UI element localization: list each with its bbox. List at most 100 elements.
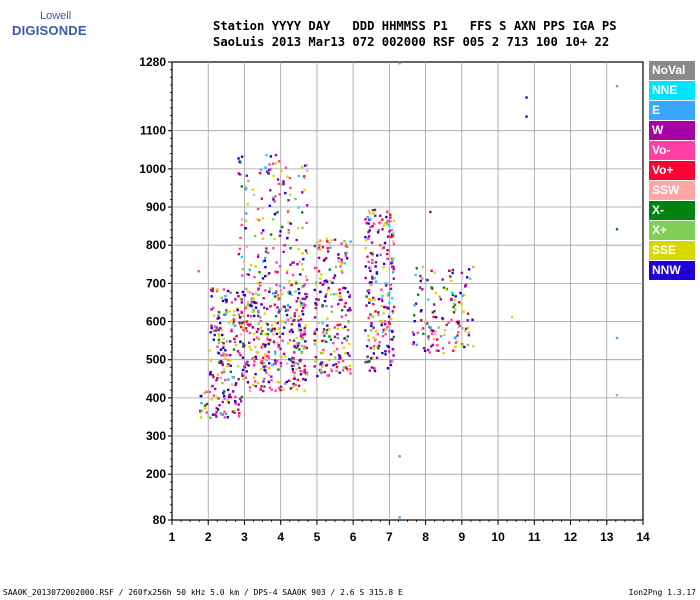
echo-point — [387, 345, 391, 349]
echo-point — [221, 363, 224, 366]
echo-point — [289, 186, 292, 189]
echo-point — [270, 388, 273, 391]
echo-point — [367, 237, 370, 240]
echo-point — [266, 355, 270, 358]
echo-point — [301, 165, 304, 169]
echo-point — [364, 239, 368, 242]
echo-point — [322, 371, 325, 374]
echo-point — [239, 397, 242, 400]
echo-point — [340, 269, 343, 272]
echo-point — [278, 386, 281, 390]
echo-point — [344, 245, 348, 248]
echo-point — [325, 332, 328, 335]
echo-point — [456, 334, 459, 337]
echo-point — [281, 225, 284, 229]
echo-point — [467, 334, 471, 337]
echo-point — [200, 394, 203, 398]
echo-point — [460, 302, 463, 305]
echo-point — [301, 268, 305, 271]
echo-point — [210, 326, 213, 330]
echo-point — [343, 262, 346, 265]
echo-point — [442, 351, 445, 355]
echo-point — [237, 408, 240, 411]
echo-point — [370, 366, 374, 369]
echo-point — [266, 336, 269, 339]
echo-point — [392, 271, 395, 274]
echo-point — [416, 331, 420, 334]
echo-point — [439, 335, 443, 338]
echo-point — [212, 329, 216, 333]
echo-point — [252, 332, 256, 335]
echo-point — [238, 321, 241, 324]
echo-point — [237, 157, 240, 160]
echo-point — [441, 347, 445, 350]
echo-point — [418, 286, 422, 289]
echo-point — [381, 330, 385, 334]
echo-point — [371, 261, 374, 264]
echo-point — [224, 294, 227, 298]
echo-point — [344, 287, 347, 290]
echo-point — [342, 346, 346, 349]
echo-point — [340, 261, 344, 264]
echo-point — [421, 277, 424, 280]
echo-point — [433, 332, 436, 335]
echo-point — [279, 347, 282, 350]
footer-version: Ion2Png 1.3.17 — [628, 588, 696, 597]
echo-point — [304, 292, 307, 296]
echo-point — [244, 361, 248, 365]
echo-point — [293, 312, 296, 315]
echo-point — [299, 300, 302, 303]
echo-point — [349, 240, 352, 243]
echo-point — [369, 346, 372, 350]
echo-point — [241, 374, 244, 377]
echo-point — [316, 374, 319, 378]
echo-point — [302, 370, 305, 373]
echo-point — [226, 416, 229, 419]
echo-point — [314, 302, 317, 305]
echo-point — [246, 290, 249, 293]
echo-point — [315, 303, 318, 306]
echo-point — [369, 283, 372, 286]
legend-item: W — [649, 121, 695, 140]
echo-point — [263, 377, 266, 380]
echo-point — [332, 364, 335, 367]
echo-point — [372, 352, 375, 355]
echo-point — [303, 164, 307, 167]
echo-point — [301, 313, 305, 316]
echo-point — [274, 362, 277, 365]
echo-point — [459, 291, 462, 295]
echo-point — [291, 330, 294, 334]
echo-point — [287, 199, 290, 202]
echo-point — [279, 388, 282, 392]
echo-point — [398, 62, 401, 65]
y-tick-label: 500 — [146, 353, 166, 367]
echo-point — [230, 329, 233, 333]
echo-point — [200, 409, 204, 412]
echo-point — [344, 254, 348, 258]
echo-point — [298, 261, 301, 264]
echo-point — [200, 416, 203, 419]
echo-point — [463, 294, 466, 297]
echo-point — [427, 298, 430, 301]
echo-point — [298, 366, 301, 370]
legend-item: X+ — [649, 221, 695, 240]
echo-point — [234, 382, 238, 385]
echo-point — [365, 295, 368, 298]
echo-point — [236, 291, 239, 294]
echo-point — [289, 387, 293, 390]
echo-point — [250, 301, 253, 305]
echo-point — [212, 314, 216, 317]
y-tick-label: 1280 — [139, 55, 166, 69]
echo-point — [219, 360, 223, 363]
echo-point — [434, 330, 437, 333]
echo-point — [301, 297, 304, 300]
echo-point — [374, 280, 378, 283]
echo-point — [375, 272, 379, 275]
echo-point — [335, 293, 338, 296]
echo-point — [290, 364, 294, 368]
echo-point — [366, 255, 369, 258]
echo-point — [443, 329, 446, 332]
echo-point — [412, 333, 416, 336]
echo-point — [326, 280, 329, 283]
x-tick-label: 11 — [528, 530, 541, 544]
